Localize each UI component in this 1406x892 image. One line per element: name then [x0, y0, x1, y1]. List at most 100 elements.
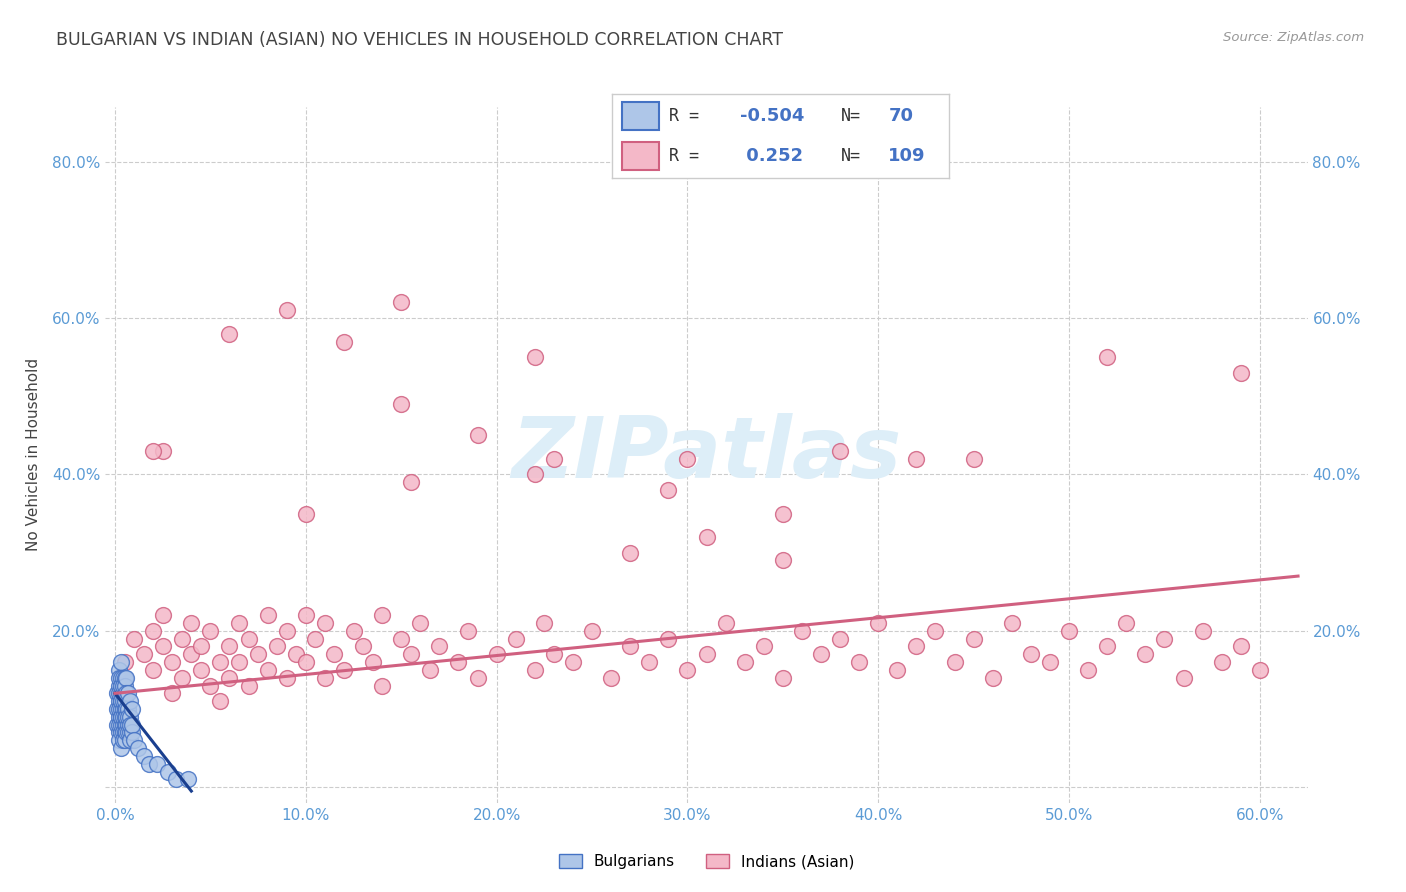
- Point: [170, 632, 193, 646]
- Point: [314, 671, 336, 685]
- Point: [117, 710, 139, 724]
- Text: -0.504: -0.504: [740, 107, 804, 125]
- Text: R =: R =: [669, 147, 709, 165]
- Point: [111, 733, 134, 747]
- Point: [868, 615, 890, 630]
- Y-axis label: No Vehicles in Household: No Vehicles in Household: [25, 359, 41, 551]
- Point: [218, 671, 240, 685]
- Point: [695, 647, 717, 661]
- Point: [638, 655, 661, 669]
- Point: [810, 647, 832, 661]
- Point: [108, 702, 131, 716]
- Point: [543, 451, 565, 466]
- Point: [110, 710, 132, 724]
- Point: [467, 428, 489, 442]
- Point: [389, 295, 412, 310]
- Point: [110, 717, 132, 731]
- Point: [256, 608, 278, 623]
- Point: [333, 334, 356, 349]
- Point: [122, 632, 145, 646]
- Point: [333, 663, 356, 677]
- Point: [772, 553, 794, 567]
- Point: [905, 640, 928, 654]
- Point: [114, 671, 136, 685]
- Point: [122, 733, 145, 747]
- Point: [110, 694, 132, 708]
- Point: [117, 702, 139, 716]
- Point: [110, 725, 132, 739]
- Point: [1001, 615, 1024, 630]
- Point: [114, 702, 136, 716]
- Point: [1057, 624, 1080, 638]
- Point: [115, 717, 138, 731]
- Point: [1229, 366, 1251, 380]
- Point: [115, 686, 138, 700]
- Point: [485, 647, 508, 661]
- Point: [218, 326, 240, 341]
- Point: [105, 717, 128, 731]
- Point: [110, 702, 132, 716]
- Point: [772, 507, 794, 521]
- Point: [111, 702, 134, 716]
- Point: [1115, 615, 1137, 630]
- Point: [505, 632, 527, 646]
- Point: [981, 671, 1004, 685]
- Point: [295, 608, 318, 623]
- Point: [200, 679, 222, 693]
- Point: [247, 647, 270, 661]
- Point: [619, 546, 641, 560]
- Point: [266, 640, 288, 654]
- Point: [523, 663, 546, 677]
- Point: [176, 772, 198, 787]
- Point: [228, 615, 250, 630]
- Point: [1173, 671, 1195, 685]
- Point: [111, 686, 134, 700]
- Text: ZIPatlas: ZIPatlas: [512, 413, 901, 497]
- Point: [1229, 640, 1251, 654]
- Point: [352, 640, 374, 654]
- Point: [323, 647, 346, 661]
- Point: [121, 725, 143, 739]
- Point: [142, 624, 165, 638]
- Point: [962, 451, 984, 466]
- Point: [120, 717, 142, 731]
- Point: [117, 725, 139, 739]
- Point: [342, 624, 364, 638]
- Point: [110, 741, 132, 756]
- Point: [1211, 655, 1233, 669]
- Point: [110, 655, 132, 669]
- Point: [304, 632, 326, 646]
- Point: [238, 632, 260, 646]
- Point: [190, 640, 212, 654]
- Point: [695, 530, 717, 544]
- Point: [111, 671, 134, 685]
- Text: N=: N=: [841, 107, 860, 125]
- Point: [285, 647, 308, 661]
- Point: [1191, 624, 1213, 638]
- Point: [110, 679, 132, 693]
- Text: N=: N=: [841, 147, 860, 165]
- Point: [1097, 640, 1119, 654]
- Point: [676, 663, 699, 677]
- Bar: [621, 142, 659, 169]
- Point: [409, 615, 432, 630]
- Point: [152, 444, 174, 458]
- Point: [121, 702, 143, 716]
- Point: [110, 694, 132, 708]
- Point: [117, 686, 139, 700]
- Text: 0.252: 0.252: [740, 147, 803, 165]
- Point: [110, 671, 132, 685]
- Point: [180, 615, 202, 630]
- Point: [111, 679, 134, 693]
- Point: [457, 624, 479, 638]
- Point: [121, 717, 143, 731]
- Point: [924, 624, 946, 638]
- Point: [371, 679, 394, 693]
- Point: [943, 655, 966, 669]
- Point: [115, 710, 138, 724]
- Point: [657, 632, 679, 646]
- Point: [108, 710, 131, 724]
- Point: [180, 647, 202, 661]
- Point: [218, 640, 240, 654]
- Point: [276, 303, 298, 318]
